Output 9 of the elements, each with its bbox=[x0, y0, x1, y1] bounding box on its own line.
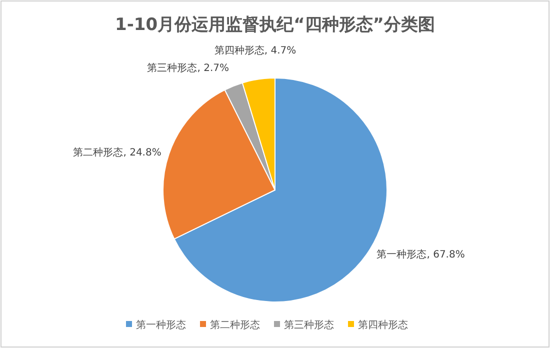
legend-label: 第三种形态 bbox=[284, 319, 334, 331]
legend-label: 第一种形态 bbox=[136, 319, 186, 331]
data-label: 第二种形态, 24.8% bbox=[73, 146, 162, 158]
data-label: 第四种形态, 4.7% bbox=[214, 44, 296, 56]
legend-label: 第二种形态 bbox=[210, 319, 260, 331]
data-label: 第三种形态, 2.7% bbox=[147, 62, 229, 74]
data-label: 第一种形态, 67.8% bbox=[376, 248, 465, 261]
chart-title: 1-10月份运用监督执纪“四种形态”分类图 bbox=[115, 15, 435, 35]
legend-label: 第四种形态 bbox=[358, 319, 408, 331]
